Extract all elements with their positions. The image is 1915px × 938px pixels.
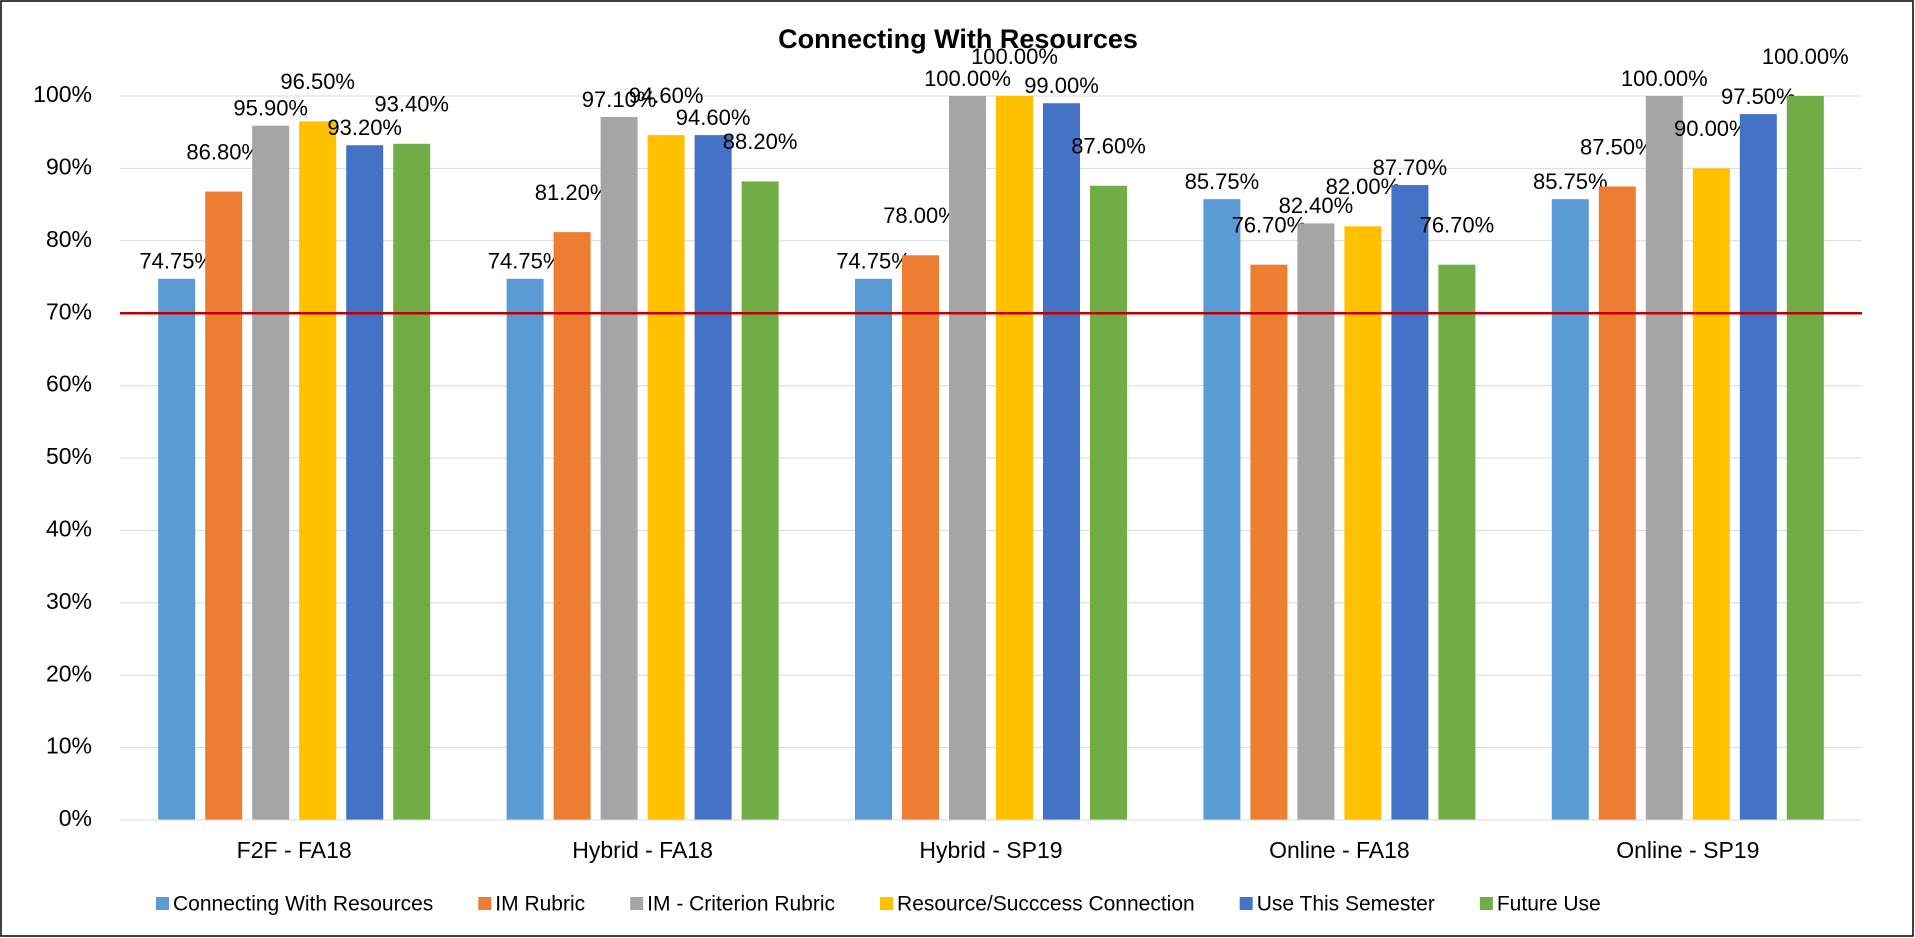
- data-label: 85.75%: [1185, 169, 1260, 194]
- data-label: 97.50%: [1721, 84, 1796, 109]
- legend-label: IM - Criterion Rubric: [647, 893, 835, 916]
- legend-swatch: [478, 897, 492, 910]
- data-label: 74.75%: [139, 249, 214, 274]
- data-label: 96.50%: [280, 69, 355, 94]
- data-label: 93.40%: [374, 92, 449, 117]
- data-label: 87.70%: [1373, 155, 1448, 180]
- y-tick-label: 60%: [46, 371, 92, 397]
- bar: [346, 145, 384, 820]
- data-label: 82.40%: [1279, 193, 1354, 218]
- x-tick-label: Hybrid - SP19: [919, 837, 1062, 863]
- y-tick-label: 100%: [33, 81, 92, 107]
- bar: [902, 255, 939, 820]
- bar: [252, 125, 290, 820]
- bar: [1786, 96, 1824, 820]
- legend-swatch: [1479, 897, 1493, 910]
- y-tick-label: 50%: [46, 443, 92, 469]
- data-label: 100.00%: [971, 44, 1058, 69]
- data-label: 74.75%: [836, 249, 911, 274]
- bar: [1438, 264, 1476, 820]
- data-label: 74.75%: [488, 249, 563, 274]
- data-label: 78.00%: [883, 203, 958, 228]
- y-tick-label: 20%: [46, 660, 92, 686]
- legend-label: Use This Semester: [1257, 893, 1435, 916]
- data-label: 94.60%: [629, 83, 704, 108]
- data-label: 81.20%: [535, 180, 610, 205]
- bar: [647, 135, 685, 820]
- bar: [741, 181, 779, 820]
- bar: [506, 278, 544, 820]
- bar: [996, 96, 1033, 820]
- data-label: 87.60%: [1071, 134, 1146, 159]
- bar: [1090, 185, 1127, 820]
- legend-swatch: [1239, 897, 1253, 910]
- bar: [694, 135, 732, 820]
- bar: [158, 278, 196, 820]
- data-label: 87.50%: [1580, 134, 1655, 159]
- y-tick-label: 30%: [46, 588, 92, 614]
- bar: [1598, 186, 1636, 820]
- bar: [393, 143, 431, 820]
- bar: [949, 96, 986, 820]
- data-label: 95.90%: [233, 95, 308, 120]
- data-label: 94.60%: [676, 105, 751, 130]
- bar: [1297, 223, 1335, 820]
- bar: [855, 278, 892, 820]
- data-label: 100.00%: [1621, 66, 1708, 91]
- bar: [1203, 199, 1241, 821]
- legend-swatch: [156, 897, 169, 910]
- y-tick-label: 10%: [46, 733, 92, 759]
- x-tick-label: Hybrid - FA18: [572, 837, 713, 863]
- data-label: 86.80%: [186, 139, 261, 164]
- y-tick-label: 80%: [46, 226, 92, 252]
- y-tick-label: 40%: [46, 515, 92, 541]
- bar: [1551, 199, 1589, 821]
- legend-label: Resource/Succcess Connection: [897, 893, 1195, 916]
- bar: [1344, 226, 1382, 820]
- bar: [1250, 264, 1288, 820]
- data-label: 99.00%: [1024, 73, 1099, 98]
- x-tick-label: F2F - FA18: [237, 837, 352, 863]
- bar: [553, 232, 591, 820]
- x-tick-label: Online - SP19: [1616, 837, 1759, 863]
- data-label: 97.10%: [582, 87, 657, 112]
- legend-swatch: [880, 897, 894, 910]
- data-label: 85.75%: [1533, 169, 1608, 194]
- bar: [1645, 96, 1683, 820]
- legend-label: IM Rubric: [495, 893, 585, 916]
- data-label: 82.00%: [1326, 174, 1401, 199]
- data-label: 93.20%: [327, 115, 402, 140]
- bar: [1692, 168, 1730, 820]
- bar: [299, 121, 337, 821]
- y-tick-label: 90%: [46, 153, 92, 179]
- bar: [205, 191, 243, 820]
- legend-label: Connecting With Resources: [173, 893, 433, 916]
- bar: [600, 116, 638, 821]
- y-tick-label: 0%: [59, 805, 92, 831]
- bar: [1391, 185, 1429, 820]
- legend-label: Future Use: [1497, 893, 1601, 916]
- bar: [1739, 114, 1777, 821]
- data-label: 76.70%: [1420, 213, 1495, 238]
- data-label: 100.00%: [924, 66, 1011, 91]
- data-label: 100.00%: [1762, 44, 1849, 69]
- legend-swatch: [630, 897, 644, 910]
- chart-title: Connecting With Resources: [778, 24, 1138, 54]
- data-label: 90.00%: [1674, 116, 1749, 141]
- x-tick-label: Online - FA18: [1269, 837, 1410, 863]
- y-tick-label: 70%: [46, 298, 92, 324]
- data-label: 76.70%: [1232, 213, 1307, 238]
- data-label: 88.20%: [723, 129, 798, 154]
- bar: [1043, 103, 1080, 821]
